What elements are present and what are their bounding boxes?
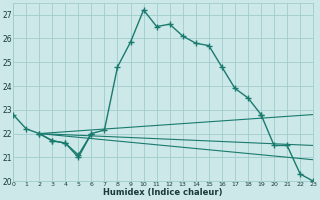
X-axis label: Humidex (Indice chaleur): Humidex (Indice chaleur): [103, 188, 223, 197]
